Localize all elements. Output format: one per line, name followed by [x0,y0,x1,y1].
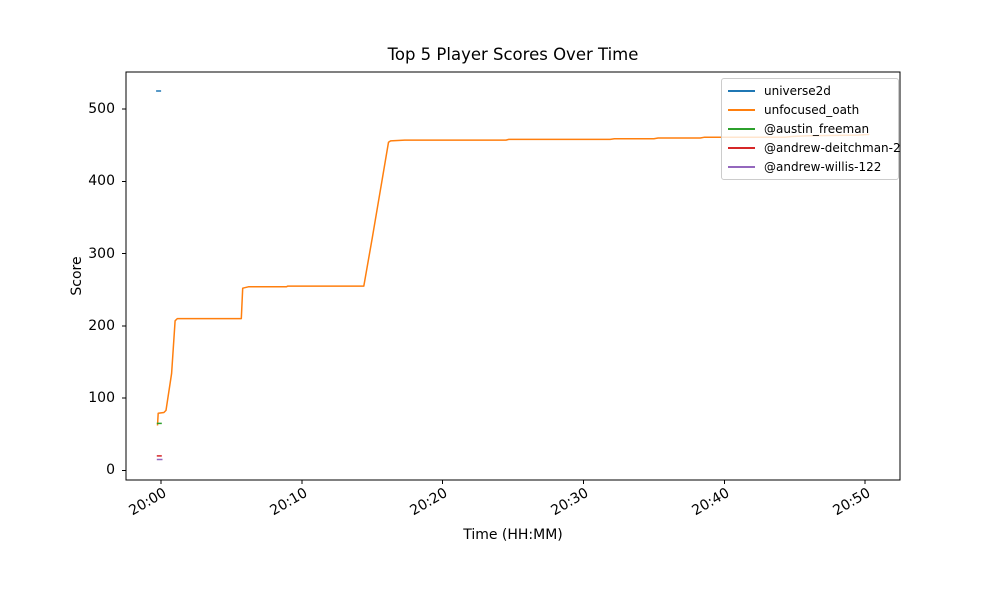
y-axis-tick-label: 200 [88,317,115,334]
legend-item: @austin_freeman [728,120,892,139]
legend-item: universe2d [728,82,892,101]
series-line-unfocused_oath [156,133,870,426]
legend: universe2d unfocused_oath @austin_freeman @… [721,78,901,180]
chart-title: Top 5 Player Scores Over Time [387,45,639,64]
legend-line-swatch [728,109,755,112]
legend-line-swatch [728,165,755,168]
plot-frame [125,71,901,481]
legend-item: @andrew-deitchman-2 [728,138,901,157]
legend-item: unfocused_oath [728,101,892,120]
y-axis-tick-label: 100 [88,390,115,407]
legend-label: universe2d [764,84,831,99]
y-axis-tick-label: 300 [88,245,115,262]
x-axis-label: Time (HH:MM) [463,527,563,543]
y-axis-tick-label: 0 [106,462,115,479]
legend-item: @andrew-willis-122 [728,157,892,176]
y-axis-tick-label: 400 [88,173,115,190]
legend-label: @austin_freeman [764,121,870,136]
legend-line-swatch [728,146,755,149]
legend-label: @andrew-willis-122 [764,159,882,174]
legend-line-swatch [728,127,755,130]
y-axis-tick-label: 500 [88,101,115,118]
legend-line-swatch [728,90,755,93]
legend-label: @andrew-deitchman-2 [764,140,901,155]
legend-label: unfocused_oath [764,103,860,118]
y-axis-label: Score [69,256,85,296]
